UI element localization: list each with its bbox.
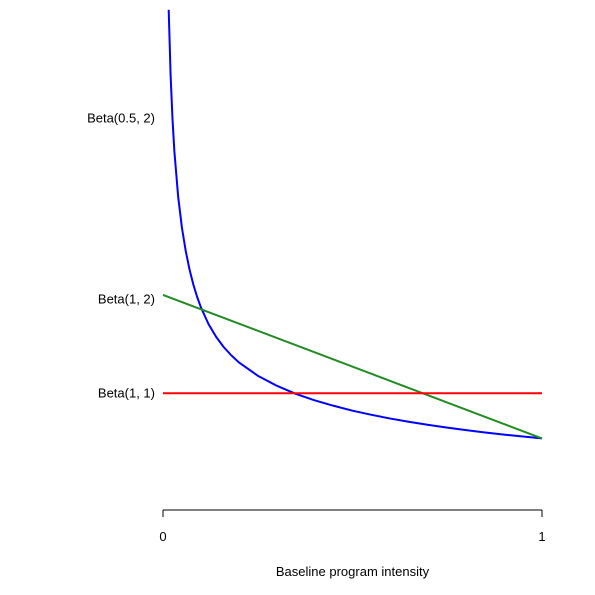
series-layer [162, 9, 543, 440]
x-tick-label-1: 0 [159, 529, 166, 544]
series-line-2 [162, 293, 543, 440]
series-label-3: Beta(1, 1) [98, 386, 155, 401]
series-label-2: Beta(1, 2) [98, 291, 155, 306]
label-layer: Beta(0.5, 2) Beta(1, 2) Beta(1, 1) [87, 110, 155, 400]
series-label-1: Beta(0.5, 2) [87, 110, 155, 125]
series-line-1 [167, 9, 543, 440]
x-axis-title: Baseline program intensity [276, 564, 430, 579]
x-tick-label-2: 1 [538, 529, 545, 544]
